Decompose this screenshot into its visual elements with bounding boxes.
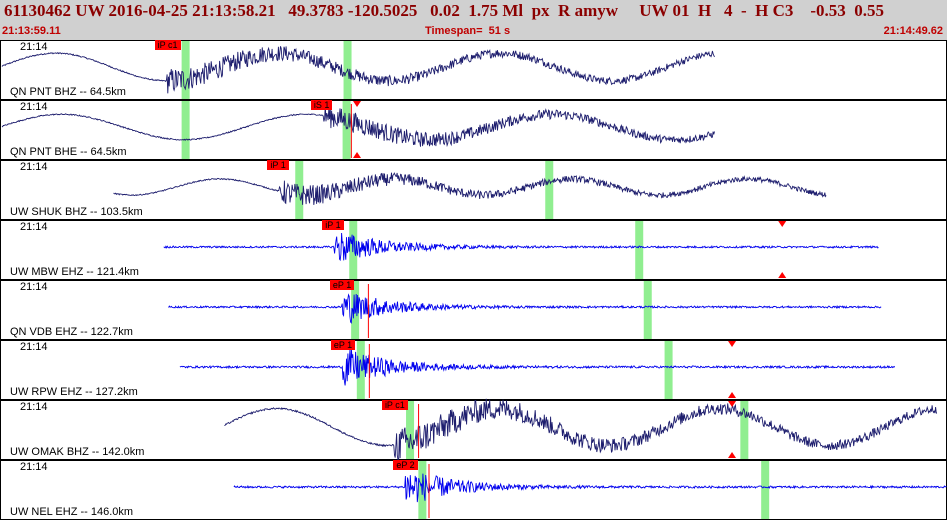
channel-label: UW RPW EHZ -- 127.2km	[10, 386, 138, 398]
time-window-marker	[181, 101, 190, 159]
channel-label: QN PNT BHZ -- 64.5km	[10, 86, 126, 98]
arrival-marker-icon	[728, 341, 737, 347]
panel-time-label: 21:14	[20, 101, 48, 113]
time-window-marker	[545, 161, 554, 219]
time-window-marker	[295, 161, 304, 219]
phase-pick-flag[interactable]: eP 1	[329, 280, 355, 290]
phase-pick-flag[interactable]: iS 1	[310, 100, 333, 110]
waveform-trace	[113, 172, 827, 205]
event-summary-line: 61130462 UW 2016-04-25 21:13:58.21 49.37…	[4, 1, 885, 20]
seismogram-panels[interactable]: 21:14 QN PNT BHZ -- 64.5km iP c1 21:14 QN PN…	[0, 40, 947, 520]
trace-panel[interactable]	[0, 220, 947, 280]
arrival-marker-icon	[728, 452, 737, 458]
waveform-trace	[224, 398, 938, 462]
time-window-marker	[664, 341, 673, 399]
phase-pick-flag[interactable]: eP 2	[393, 460, 418, 470]
end-time: 21:14:49.62	[883, 25, 943, 37]
time-window-marker	[342, 101, 351, 159]
time-window-marker	[406, 401, 415, 459]
phase-pick-flag[interactable]: iP c1	[154, 40, 181, 50]
time-window-marker	[761, 461, 770, 519]
phase-pick-flag[interactable]: iP 1	[267, 160, 289, 170]
panel-time-label: 21:14	[20, 161, 48, 173]
waveform-trace	[233, 473, 947, 503]
arrival-marker-icon	[778, 221, 787, 227]
channel-label: QN VDB EHZ -- 122.7km	[10, 326, 133, 338]
trace-panel[interactable]	[0, 100, 947, 160]
time-window-marker	[356, 341, 365, 399]
trace-panel[interactable]	[0, 280, 947, 340]
panel-time-label: 21:14	[20, 41, 48, 53]
time-window-marker	[635, 221, 644, 279]
arrival-marker-icon	[778, 272, 787, 278]
time-window-marker	[181, 41, 190, 99]
panel-time-label: 21:14	[20, 221, 48, 233]
waveform-trace	[168, 293, 882, 324]
panel-time-label: 21:14	[20, 401, 48, 413]
arrival-marker-icon	[353, 152, 362, 158]
panel-time-label: 21:14	[20, 281, 48, 293]
trace-panel[interactable]	[0, 340, 947, 400]
channel-label: UW NEL EHZ -- 146.0km	[10, 506, 134, 518]
waveform-trace	[1, 105, 715, 148]
trace-panel[interactable]	[0, 40, 947, 100]
waveform-trace	[163, 232, 879, 262]
waveform-trace	[1, 46, 715, 94]
phase-pick-flag[interactable]: iP 1	[322, 220, 344, 230]
panel-time-label: 21:14	[20, 341, 48, 353]
trace-panel[interactable]	[0, 460, 947, 520]
channel-label: UW OMAK BHZ -- 142.0km	[10, 446, 145, 458]
arrival-marker-icon	[728, 392, 737, 398]
panel-time-label: 21:14	[20, 461, 48, 473]
event-header: 61130462 UW 2016-04-25 21:13:58.21 49.37…	[0, 0, 947, 40]
arrival-marker-icon	[728, 401, 737, 407]
arrival-marker-icon	[353, 101, 362, 107]
start-time: 21:13:59.11	[2, 25, 61, 37]
phase-pick-flag[interactable]: eP 1	[330, 340, 356, 350]
time-window-marker	[740, 401, 749, 459]
waveform-trace	[179, 349, 895, 386]
channel-label: UW SHUK BHZ -- 103.5km	[10, 206, 143, 218]
phase-pick-flag[interactable]: iP c1	[381, 400, 408, 410]
timespan-label: Timespan= 51 s	[425, 25, 511, 37]
channel-label: UW MBW EHZ -- 121.4km	[10, 266, 139, 278]
channel-label: QN PNT BHE -- 64.5km	[10, 146, 127, 158]
time-window-marker	[643, 281, 652, 339]
